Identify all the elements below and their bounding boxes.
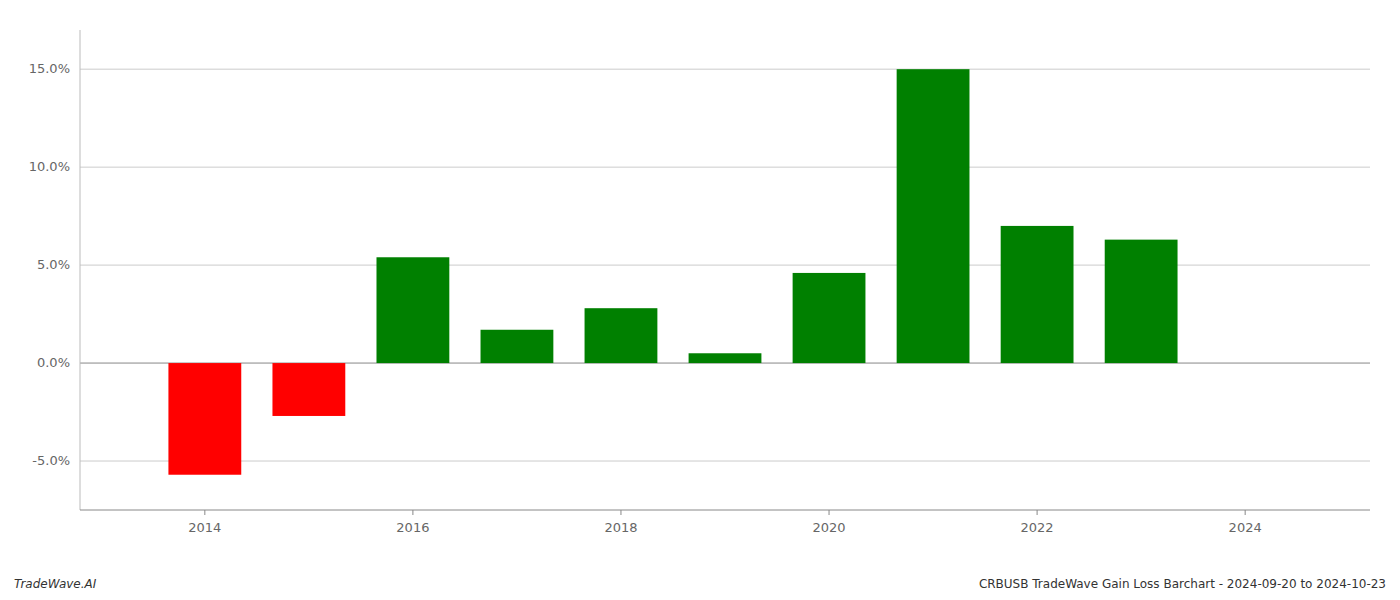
x-tick — [829, 510, 830, 515]
bar — [585, 308, 658, 363]
x-tick — [620, 510, 621, 515]
footer-left: TradeWave.AI — [14, 577, 97, 591]
x-tick-label: 2024 — [1229, 520, 1262, 535]
y-tick-label: 15.0% — [29, 61, 70, 76]
bar — [689, 353, 762, 363]
grid-line — [80, 69, 1370, 70]
bar — [793, 273, 866, 363]
bar — [897, 69, 970, 363]
x-tick-label: 2016 — [396, 520, 429, 535]
x-axis: 2014 2016 2018 2020 2022 2024 — [80, 510, 1370, 535]
x-tick-label: 2018 — [604, 520, 637, 535]
bar — [272, 363, 345, 416]
grid-line — [80, 461, 1370, 462]
footer-right: CRBUSB TradeWave Gain Loss Barchart - 20… — [979, 577, 1386, 591]
bar — [168, 363, 241, 475]
x-tick — [1037, 510, 1038, 515]
x-axis-line — [80, 510, 1370, 511]
x-tick — [412, 510, 413, 515]
x-tick-label: 2020 — [812, 520, 845, 535]
y-axis-line — [80, 30, 81, 510]
y-tick-label: 5.0% — [37, 257, 70, 272]
bar — [1001, 226, 1074, 363]
y-tick-label: 0.0% — [37, 355, 70, 370]
y-tick-label: -5.0% — [32, 453, 70, 468]
x-tick-label: 2022 — [1021, 520, 1054, 535]
chart: -5.0%0.0%5.0%10.0%15.0%20142016201820202… — [0, 0, 1400, 600]
x-tick — [1245, 510, 1246, 515]
grid — [80, 69, 1370, 461]
x-tick-label: 2014 — [188, 520, 221, 535]
x-tick — [204, 510, 205, 515]
bar — [1105, 240, 1178, 363]
grid-line — [80, 167, 1370, 168]
y-axis: -5.0% 0.0% 5.0% 10.0% 15.0% — [29, 61, 70, 468]
bar — [481, 330, 554, 363]
bar — [376, 257, 449, 363]
y-tick-label: 10.0% — [29, 159, 70, 174]
bars — [168, 69, 1177, 475]
